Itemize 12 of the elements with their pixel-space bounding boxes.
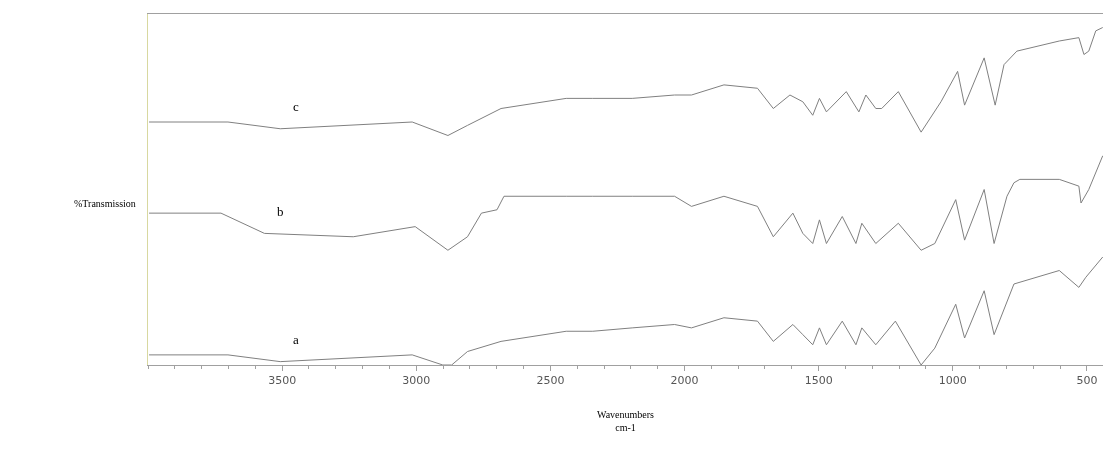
series-label: c <box>293 99 299 114</box>
x-tick-label: 500 <box>1076 374 1098 388</box>
series-label: b <box>277 204 284 219</box>
series-label: a <box>293 332 299 347</box>
y-axis-title: %Transmission <box>74 198 136 209</box>
x-tick-label: 2500 <box>536 374 565 388</box>
x-tick-label: 3500 <box>268 374 297 388</box>
x-tick-label: 2000 <box>670 374 699 388</box>
x-tick-label: 1000 <box>938 374 967 388</box>
x-tick-label: 3000 <box>402 374 431 388</box>
x-tick-label: 1500 <box>804 374 833 388</box>
x-axis-title: Wavenumbers cm-1 <box>597 409 655 433</box>
